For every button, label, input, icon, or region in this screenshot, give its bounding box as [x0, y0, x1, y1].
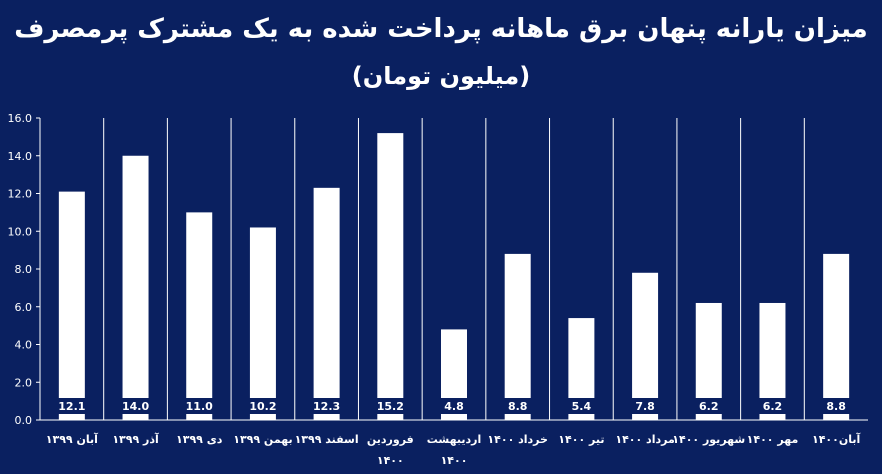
value-label-box: [309, 398, 344, 414]
x-tick-label: مرداد ۱۴۰۰: [615, 433, 674, 446]
chart-title: میزان یارانه پنهان برق ماهانه پرداخت شده…: [14, 14, 868, 44]
value-label-box: [373, 398, 408, 414]
value-label: 7.8: [635, 400, 655, 413]
y-tick-label: 2.0: [15, 376, 33, 389]
chart-subtitle: (میلیون تومان): [351, 62, 531, 90]
x-tick-label-line2: ۱۴۰۰: [377, 454, 404, 467]
value-label-box: [755, 398, 790, 414]
bar: [58, 191, 85, 420]
value-label-box: [691, 398, 726, 414]
x-tick-label: آبان ۱۳۹۹: [46, 432, 98, 446]
bar: [249, 227, 276, 420]
value-label: 11.0: [186, 400, 213, 413]
value-label: 5.4: [572, 400, 592, 413]
value-label: 10.2: [249, 400, 276, 413]
value-label-box: [437, 398, 471, 414]
bar: [186, 212, 213, 420]
bar: [377, 133, 404, 420]
x-tick-label: اردیبهشت: [427, 433, 481, 446]
value-label-box: [819, 398, 854, 414]
value-label-box: [182, 398, 217, 414]
bar: [504, 253, 531, 420]
value-label-box: [500, 398, 535, 414]
value-label: 6.2: [763, 400, 783, 413]
x-tick-label: دی ۱۳۹۹: [176, 433, 223, 446]
value-label: 15.2: [377, 400, 404, 413]
value-label: 12.3: [313, 400, 340, 413]
value-label: 8.8: [508, 400, 528, 413]
y-tick-label: 4.0: [15, 339, 33, 352]
x-tick-label: فروردین: [367, 433, 414, 446]
y-tick-label: 14.0: [8, 150, 33, 163]
bar: [632, 272, 659, 420]
x-tick-label: مهر ۱۴۰۰: [747, 433, 799, 446]
value-label-box: [118, 398, 153, 414]
x-tick-label: شهریور ۱۴۰۰: [672, 433, 745, 446]
x-tick-label: بهمن ۱۳۹۹: [233, 433, 292, 446]
value-label-box: [628, 398, 663, 414]
x-tick-label: آبان۱۴۰۰: [812, 432, 861, 446]
value-label: 4.8: [444, 400, 464, 413]
value-label-box: [54, 398, 89, 414]
value-label: 8.8: [826, 400, 846, 413]
y-tick-label: 8.0: [15, 263, 33, 276]
x-tick-label: خرداد ۱۴۰۰: [487, 433, 548, 446]
x-tick-label: اسفند ۱۳۹۹: [295, 433, 359, 446]
y-tick-label: 12.0: [8, 188, 33, 201]
bar: [122, 155, 149, 420]
x-tick-label: آذر ۱۳۹۹: [112, 432, 159, 446]
x-tick-label-line2: ۱۴۰۰: [441, 454, 468, 467]
y-tick-label: 6.0: [15, 301, 33, 314]
value-label: 12.1: [58, 400, 85, 413]
x-tick-label: تیر ۱۴۰۰: [558, 433, 604, 446]
value-label-box: [245, 398, 280, 414]
y-tick-label: 10.0: [8, 225, 33, 238]
value-label: 14.0: [122, 400, 149, 413]
bar: [313, 187, 340, 420]
value-label-box: [564, 398, 599, 414]
y-tick-label: 16.0: [8, 112, 33, 125]
bar: [823, 253, 850, 420]
y-tick-label: 0.0: [15, 414, 33, 427]
value-label: 6.2: [699, 400, 719, 413]
